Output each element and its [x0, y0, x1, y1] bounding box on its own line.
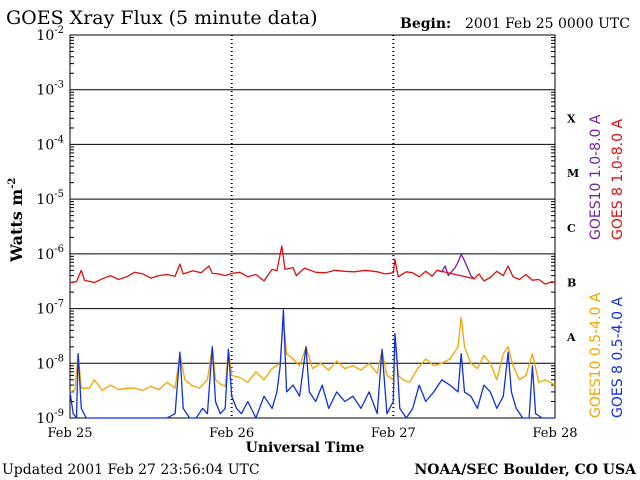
flare-class-label: X [567, 112, 576, 125]
y-tick-label: 10-6 [36, 244, 64, 263]
credit-text: NOAA/SEC Boulder, CO USA [415, 462, 638, 478]
y-tick-label: 10-9 [36, 408, 64, 427]
flare-class-label: C [567, 222, 576, 235]
flare-class-labels: X M C B A [566, 112, 579, 344]
x-axis: Feb 25 Feb 26 Feb 27 Feb 28 [48, 426, 578, 441]
x-tick-label: Feb 26 [209, 426, 254, 441]
begin-value: 2001 Feb 25 0000 UTC [465, 16, 630, 32]
y-tick-label: 10-7 [36, 299, 64, 318]
series-0 [436, 253, 475, 280]
series-2 [69, 316, 556, 393]
flare-class-label: M [567, 167, 579, 180]
x-tick-label: Feb 28 [533, 426, 578, 441]
begin-label: Begin: [400, 16, 451, 32]
series-3 [69, 309, 555, 419]
legend: GOES10 1.0-8.0 A GOES 8 1.0-8.0 A GOES10 0… [588, 114, 626, 418]
series-line [436, 253, 475, 280]
legend-entry: GOES 8 0.5-4.0 A [610, 297, 626, 418]
x-axis-label: Universal Time [246, 440, 365, 456]
series-group [69, 245, 556, 419]
series-line [69, 245, 556, 285]
y-tick-label: 10-5 [36, 189, 64, 208]
y-axis-label-sup: -2 [7, 178, 18, 189]
y-axis-label: Watts m-2 [7, 178, 26, 263]
flare-class-label: A [566, 331, 576, 344]
series-line [69, 309, 555, 419]
plot-border [69, 34, 556, 419]
legend-entry: GOES10 0.5-4.0 A [588, 292, 604, 418]
grid [70, 35, 555, 418]
legend-entry: GOES 8 1.0-8.0 A [610, 119, 626, 240]
y-tick-label: 10-2 [36, 25, 64, 44]
series-1 [69, 245, 556, 285]
flare-class-label: B [567, 276, 576, 289]
updated-text: Updated 2001 Feb 27 23:56:04 UTC [2, 462, 260, 478]
y-tick-label: 10-3 [36, 80, 64, 99]
x-tick-label: Feb 25 [48, 426, 93, 441]
x-tick-label: Feb 27 [371, 426, 416, 441]
series-line [69, 316, 556, 393]
legend-entry: GOES10 1.0-8.0 A [588, 114, 604, 240]
y-axis: 10-2 10-3 10-4 10-5 10-6 10-7 10-8 10-9 [36, 25, 555, 427]
plot-frame [69, 34, 556, 419]
y-tick-label: 10-8 [36, 353, 64, 372]
y-axis-label-text: Watts m [7, 189, 26, 263]
chart-title: GOES Xray Flux (5 minute data) [6, 7, 318, 29]
y-tick-label: 10-4 [36, 134, 64, 153]
